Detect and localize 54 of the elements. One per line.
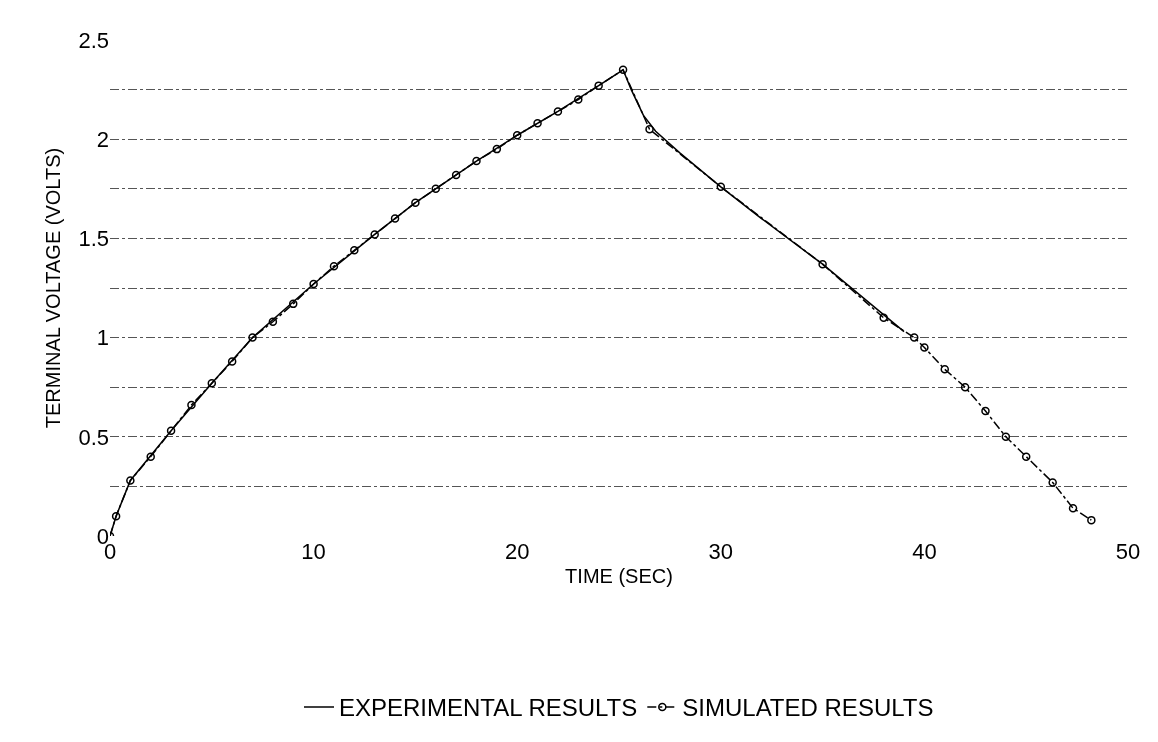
point xyxy=(1068,503,1078,513)
point xyxy=(920,343,929,352)
legend-label: SIMULATED RESULTS xyxy=(682,694,934,722)
point xyxy=(879,313,888,323)
point xyxy=(940,365,950,374)
y-tick-label: 2 xyxy=(96,126,109,152)
point xyxy=(492,144,502,154)
point xyxy=(1087,515,1096,525)
point xyxy=(1021,452,1031,461)
point xyxy=(207,378,217,388)
point xyxy=(1048,478,1057,487)
point xyxy=(981,406,990,416)
y-axis-title: TERMINAL VOLTAGE (VOLTS) xyxy=(42,147,64,429)
point xyxy=(111,511,121,521)
point xyxy=(126,476,135,485)
point xyxy=(411,198,420,207)
x-axis-title: TIME (SEC) xyxy=(565,564,673,587)
point xyxy=(146,452,155,461)
point xyxy=(960,382,970,392)
point xyxy=(818,259,827,269)
point xyxy=(166,426,176,436)
x-tick-label: 30 xyxy=(708,539,734,564)
point xyxy=(309,279,318,289)
point xyxy=(390,214,400,223)
point xyxy=(645,125,654,134)
point xyxy=(472,156,481,166)
point xyxy=(1001,432,1011,442)
point xyxy=(187,400,196,410)
point xyxy=(618,65,628,75)
point xyxy=(574,95,583,104)
point xyxy=(350,246,359,255)
point xyxy=(268,317,278,326)
y-tick-label: 2.5 xyxy=(78,27,109,53)
point xyxy=(288,299,298,309)
x-tick-label: 40 xyxy=(912,539,937,564)
point xyxy=(553,107,563,116)
point xyxy=(533,119,542,128)
x-tick-label: 10 xyxy=(301,539,326,564)
point xyxy=(227,357,237,366)
point xyxy=(431,184,441,194)
point xyxy=(329,261,339,271)
point xyxy=(512,130,522,140)
y-tick-label: 0.5 xyxy=(78,424,109,450)
point xyxy=(909,333,919,342)
y-tick-label: 1 xyxy=(96,325,109,351)
point xyxy=(716,182,726,192)
point xyxy=(451,170,461,180)
x-tick-label: 20 xyxy=(504,539,530,564)
x-tick-label: 50 xyxy=(1115,539,1141,564)
y-tick-label: 1.5 xyxy=(78,226,109,252)
point xyxy=(594,81,603,90)
point xyxy=(248,333,257,342)
point xyxy=(370,230,379,239)
legend-label: EXPERIMENTAL RESULTS xyxy=(339,694,638,722)
